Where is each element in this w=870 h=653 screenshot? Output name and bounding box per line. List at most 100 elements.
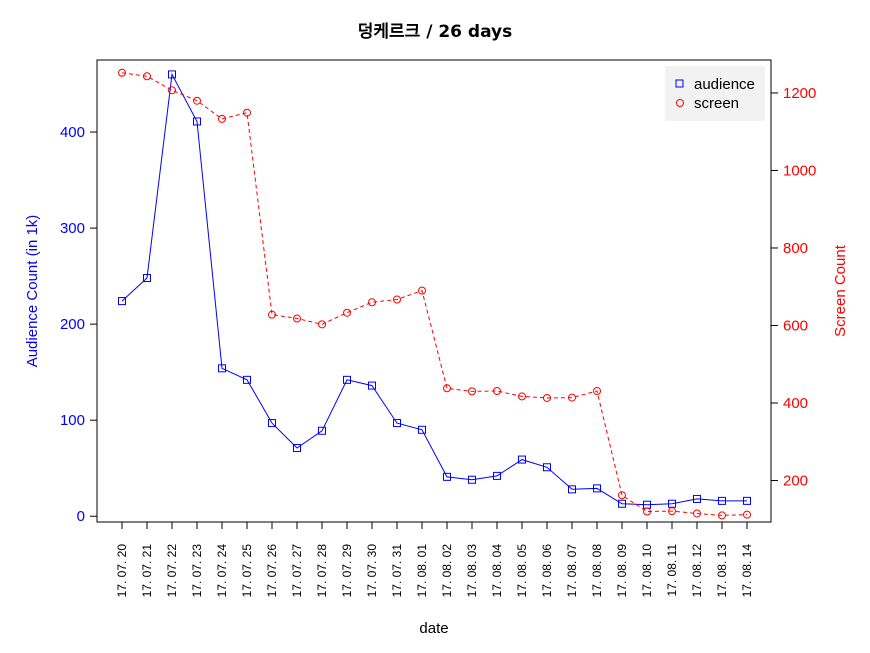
data-point-audience xyxy=(568,485,576,494)
data-point-audience xyxy=(193,117,201,126)
data-point-audience xyxy=(168,70,176,79)
data-point-screen xyxy=(718,511,726,520)
x-tick-label: 17. 07. 25 xyxy=(240,544,254,598)
data-point-screen xyxy=(693,509,701,518)
data-point-screen xyxy=(293,314,301,323)
x-tick-label: 17. 08. 06 xyxy=(540,544,554,598)
data-point-audience xyxy=(318,426,326,435)
data-point-screen xyxy=(393,295,401,304)
legend: audience screen xyxy=(665,66,765,121)
data-point-screen xyxy=(168,86,176,95)
data-point-screen xyxy=(343,308,351,317)
data-point-audience xyxy=(393,419,401,428)
x-tick-label: 17. 08. 08 xyxy=(590,544,604,598)
left-axis-label: Audience Count (in 1k) xyxy=(24,215,41,368)
x-tick-label: 17. 07. 30 xyxy=(365,544,379,598)
right-tick-label: 1000 xyxy=(783,162,816,179)
data-point-screen xyxy=(568,393,576,402)
x-tick-label: 17. 08. 03 xyxy=(465,544,479,598)
left-tick-label: 400 xyxy=(60,124,85,141)
right-axis-label: Screen Count xyxy=(832,244,849,337)
data-point-audience xyxy=(143,274,151,283)
x-tick-label: 17. 07. 27 xyxy=(290,544,304,598)
plot-frame xyxy=(96,59,772,523)
data-point-audience xyxy=(418,425,426,434)
x-axis-label: date xyxy=(419,620,448,637)
chart-title: 덩케르크 / 26 days xyxy=(358,22,513,42)
left-tick-label: 100 xyxy=(60,412,85,429)
data-point-audience xyxy=(443,472,451,481)
data-point-screen xyxy=(618,491,626,500)
right-tick-label: 800 xyxy=(783,240,808,257)
data-point-audience xyxy=(743,496,751,505)
data-point-audience xyxy=(368,381,376,390)
data-point-audience xyxy=(618,499,626,508)
data-point-screen xyxy=(243,108,251,117)
right-tick-label: 200 xyxy=(783,473,808,490)
left-tick-label: 200 xyxy=(60,316,85,333)
x-tick-label: 17. 08. 14 xyxy=(740,544,754,598)
data-point-screen xyxy=(493,386,501,395)
data-point-audience xyxy=(243,375,251,384)
x-tick-label: 17. 07. 23 xyxy=(190,544,204,598)
data-point-screen xyxy=(218,114,226,123)
x-tick-label: 17. 07. 20 xyxy=(115,544,129,598)
data-point-screen xyxy=(193,96,201,105)
data-point-screen xyxy=(668,507,676,516)
data-point-audience xyxy=(693,494,701,503)
series-line-audience xyxy=(121,72,747,506)
right-tick-label: 1200 xyxy=(783,85,816,102)
data-point-audience xyxy=(718,496,726,505)
left-tick-label: 300 xyxy=(60,220,85,237)
x-tick-label: 17. 08. 13 xyxy=(715,544,729,598)
data-point-screen xyxy=(643,507,651,516)
right-axis: 200 400 600 800 1000 1200 xyxy=(771,85,816,490)
x-tick-label: 17. 07. 24 xyxy=(215,544,229,598)
data-point-screen xyxy=(368,298,376,307)
data-point-screen xyxy=(743,510,751,519)
right-tick-label: 600 xyxy=(783,317,808,334)
x-tick-label: 17. 07. 21 xyxy=(140,544,154,598)
left-tick-label: 0 xyxy=(77,508,85,525)
data-point-screen xyxy=(118,68,126,77)
x-tick-label: 17. 08. 12 xyxy=(690,544,704,598)
legend-marker-screen xyxy=(676,99,684,107)
x-tick-label: 17. 08. 07 xyxy=(565,544,579,598)
data-point-screen xyxy=(318,320,326,329)
x-tick-label: 17. 08. 11 xyxy=(665,544,679,597)
x-tick-label: 17. 07. 31 xyxy=(390,544,404,598)
legend-marker-audience xyxy=(675,79,684,88)
data-point-audience xyxy=(468,475,476,484)
x-tick-label: 17. 07. 26 xyxy=(265,544,279,598)
data-point-screen xyxy=(418,286,426,295)
data-point-screen xyxy=(518,392,526,401)
legend-label-audience: audience xyxy=(694,76,755,93)
series-layer xyxy=(118,68,751,520)
data-point-audience xyxy=(268,419,276,428)
data-point-screen xyxy=(543,393,551,402)
legend-label-screen: screen xyxy=(694,95,739,112)
x-tick-label: 17. 07. 28 xyxy=(315,544,329,598)
x-tick-label: 17. 08. 04 xyxy=(490,544,504,598)
data-point-screen xyxy=(268,310,276,319)
data-point-audience xyxy=(118,297,126,306)
x-tick-label: 17. 07. 29 xyxy=(340,544,354,598)
data-point-audience xyxy=(293,444,301,453)
data-point-screen xyxy=(468,387,476,396)
right-tick-label: 400 xyxy=(783,395,808,412)
data-point-screen xyxy=(443,384,451,393)
x-tick-label: 17. 08. 05 xyxy=(515,544,529,598)
series-line-screen xyxy=(121,72,748,516)
data-point-audience xyxy=(218,364,226,373)
data-point-audience xyxy=(518,455,526,464)
data-point-audience xyxy=(493,471,501,480)
data-point-audience xyxy=(543,463,551,472)
data-point-screen xyxy=(143,72,151,81)
x-tick-label: 17. 08. 01 xyxy=(415,544,429,598)
data-point-screen xyxy=(593,386,601,395)
legend-box xyxy=(665,66,765,121)
x-tick-label: 17. 07. 22 xyxy=(165,544,179,598)
data-point-audience xyxy=(593,484,601,493)
x-tick-label: 17. 08. 10 xyxy=(640,544,654,598)
